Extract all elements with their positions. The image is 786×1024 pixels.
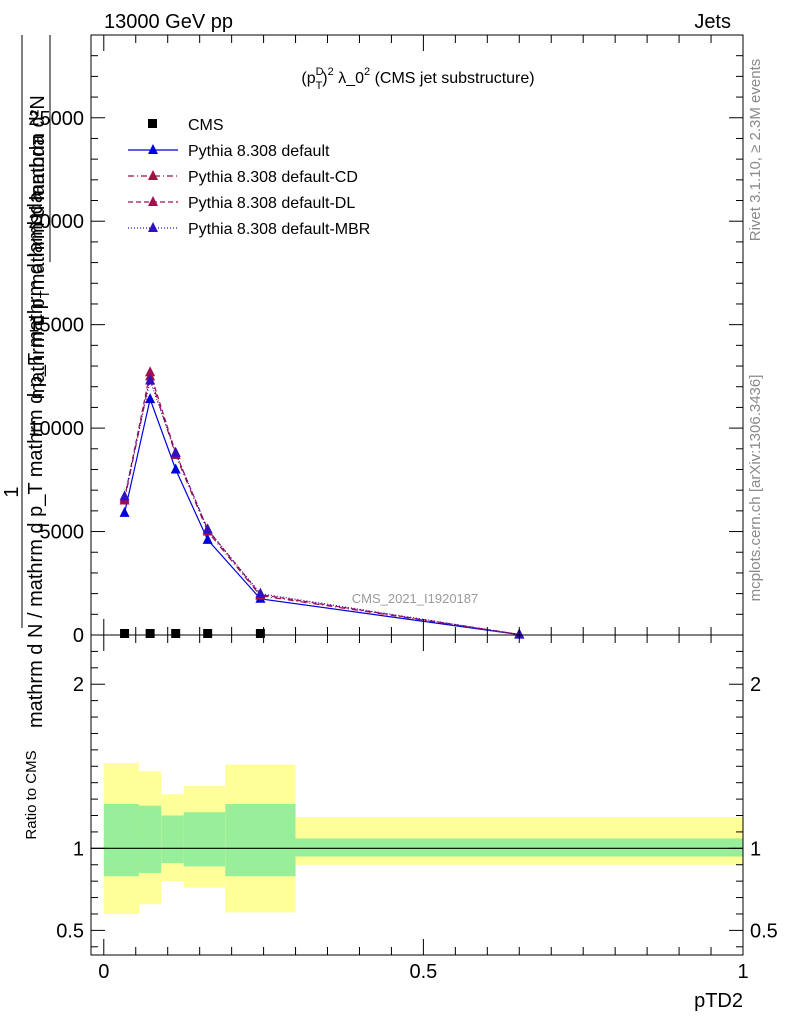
series-triangle-marker	[145, 374, 156, 385]
title-sup3: 2	[364, 66, 370, 78]
y-tick-label: 0	[73, 625, 84, 647]
series-line	[123, 378, 520, 636]
ratio-inner-band	[295, 838, 743, 857]
x-tick-label: 0.5	[409, 961, 437, 983]
mcplots-source-label: mcplots.cern.ch [arXiv:1306.3436]	[747, 375, 764, 602]
ratio-inner-band	[225, 804, 296, 877]
title-pre: (p	[301, 70, 315, 87]
y-tick-label: 25000	[28, 108, 84, 130]
series-triangle-marker	[255, 587, 266, 598]
y-tick-label: 10000	[28, 418, 84, 440]
legend-label: Pythia 8.308 default	[188, 143, 330, 160]
title-sub1: T	[316, 80, 323, 92]
series-triangle-marker	[145, 366, 156, 377]
y-label-inner-denominator: mathrm d pTmathrm d lambda	[27, 134, 52, 400]
y-label-numerator: mathrm d²N	[27, 95, 49, 201]
y-tick-label: 20000	[28, 211, 84, 233]
title-sup2: 2	[328, 66, 334, 78]
ratio-y-tick-label: 0.5	[56, 920, 84, 942]
series-triangle-marker	[170, 463, 181, 474]
y-label-one: 1	[1, 486, 23, 497]
legend-label: Pythia 8.308 default-DL	[188, 195, 355, 212]
legend-label: Pythia 8.308 default-CD	[188, 169, 358, 186]
y-label-denominator: mathrm d N / mathrm d p_T mathrm d p_T m…	[25, 191, 47, 728]
main-y-axis: 0 5000 10000 15000 20000 25000	[28, 34, 743, 647]
ratio-bands	[91, 763, 743, 914]
series-line	[123, 369, 520, 636]
series-triangle-marker	[202, 523, 213, 534]
series-line	[123, 397, 520, 636]
title-sup1: D	[316, 66, 324, 78]
title-tail: (CMS jet substructure)	[370, 70, 534, 87]
series-triangle-marker	[119, 506, 130, 517]
cms-data-point	[120, 629, 130, 638]
rivet-version-label: Rivet 3.1.10, ≥ 2.3M events	[747, 59, 764, 242]
series-triangle-marker	[119, 490, 130, 501]
ratio-y-tick-label-right: 1	[750, 838, 761, 860]
cms-data-point	[171, 629, 181, 638]
title-post: λ_0	[334, 70, 364, 87]
header-right: Jets	[694, 11, 731, 33]
series-line	[123, 374, 520, 636]
chart-title: (pD T)2 λ_02 (CMS jet substructure)	[301, 66, 534, 92]
legend-label: Pythia 8.308 default-MBR	[188, 221, 370, 238]
legend-marker-square	[148, 119, 157, 128]
cms-data-point	[145, 629, 155, 638]
ratio-panel: 0.5 0.51 12 2 0 0.5 1 Ratio to CMS pTD2	[23, 634, 778, 1012]
series-triangle-marker	[202, 533, 213, 544]
x-axis-label: pTD2	[694, 990, 743, 1012]
x-tick-label: 0	[98, 961, 109, 983]
legend-marker-triangle	[148, 170, 158, 180]
ratio-y-tick-label: 1	[73, 838, 84, 860]
legend-marker-triangle	[148, 144, 158, 154]
ratio-y-tick-label-right: 0.5	[750, 920, 778, 942]
cms-data-point	[255, 629, 265, 638]
ratio-y-label: Ratio to CMS	[23, 750, 40, 839]
legend-marker-triangle	[148, 222, 158, 232]
x-tick-label: 1	[737, 961, 748, 983]
ratio-y-axis: 0.5 0.5 1 1 2 2	[56, 650, 778, 948]
main-plot-marks	[119, 366, 525, 639]
header-left: 13000 GeV pp	[104, 11, 233, 33]
main-x-ticks	[103, 35, 744, 635]
legend: CMS Pythia 8.308 default Pythia 8.308 defa…	[128, 117, 370, 238]
ratio-inner-band	[138, 805, 162, 873]
series-triangle-marker	[170, 446, 181, 457]
main-panel: 0 5000 10000 15000 20000 25000 CMS_2021_I1920…	[1, 34, 744, 728]
y-tick-label: 5000	[40, 522, 85, 544]
ratio-inner-band	[103, 804, 139, 877]
title-mid: )	[322, 70, 327, 87]
ratio-y-tick-label-right: 2	[750, 674, 761, 696]
ratio-frame	[90, 634, 744, 956]
y-tick-label: 15000	[28, 315, 84, 337]
ratio-inner-band	[183, 812, 226, 867]
legend-label: CMS	[188, 117, 224, 134]
analysis-watermark: CMS_2021_I1920187	[352, 591, 479, 606]
ratio-x-axis: 0 0.5 1	[98, 635, 749, 983]
legend-marker-triangle	[148, 196, 158, 206]
cms-data-point	[203, 629, 213, 638]
ratio-inner-band	[161, 815, 184, 864]
series-triangle-marker	[145, 393, 156, 404]
ratio-y-tick-label: 2	[73, 674, 84, 696]
